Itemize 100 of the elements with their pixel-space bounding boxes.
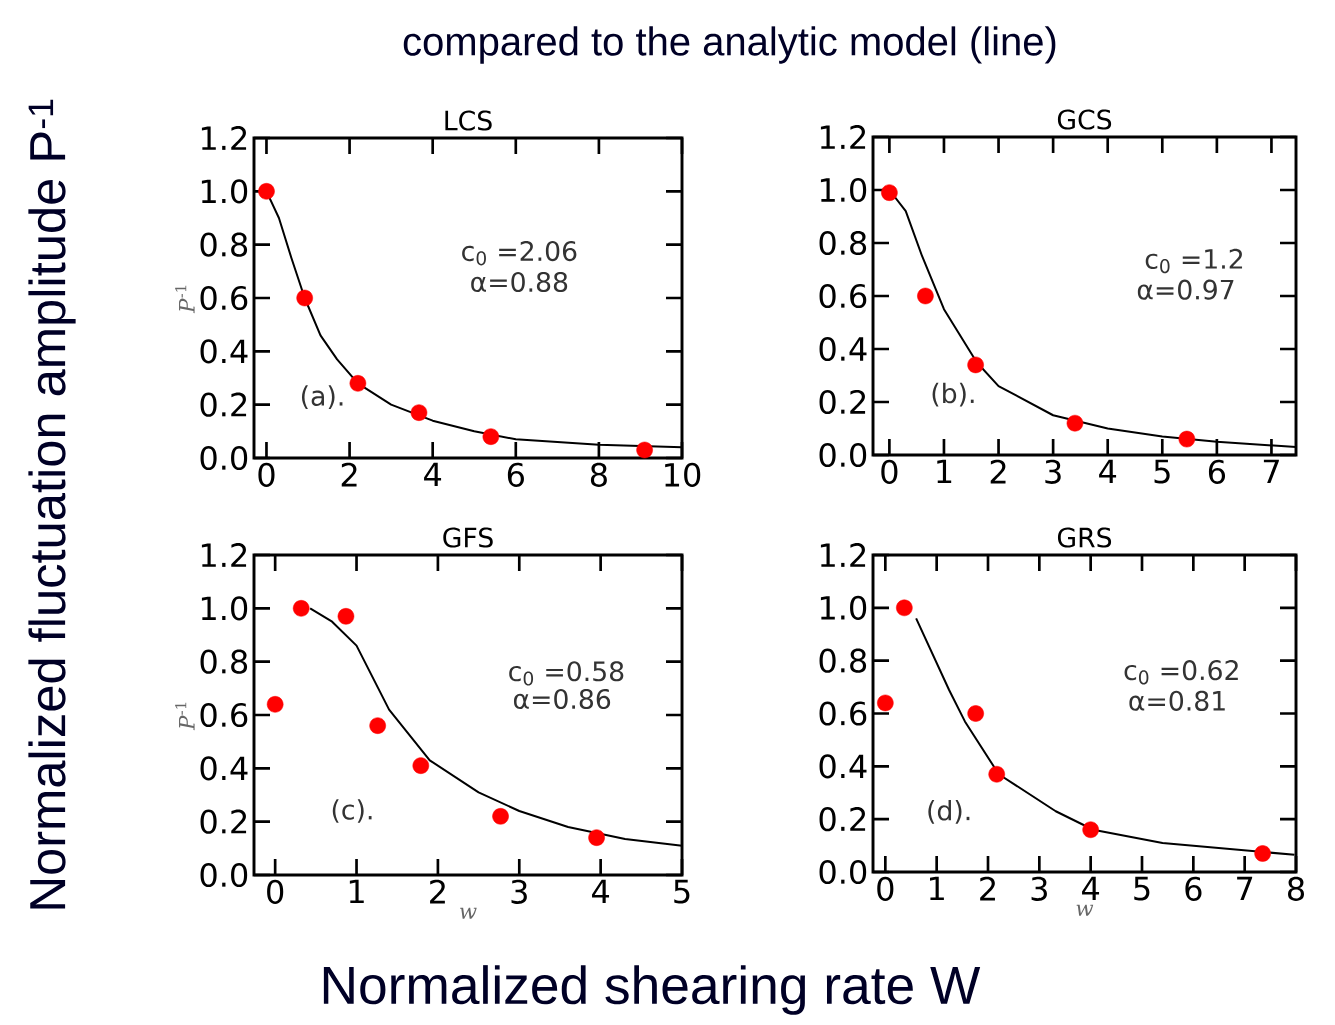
chart-title: GCS (1057, 109, 1112, 130)
y-tick-label: 0.2 (819, 807, 866, 832)
x-tick-label: 2 (430, 879, 445, 904)
point (369, 717, 386, 734)
x-tick-label: 4 (592, 879, 610, 904)
x-tick-label: 10 (665, 462, 701, 487)
x-tick-label: 3 (1045, 459, 1061, 484)
x-tick-label: 1 (937, 459, 952, 484)
x-tick-label: 0 (877, 876, 894, 901)
point (337, 608, 355, 625)
annotation: c$_{0}$ =0.58 (509, 661, 624, 686)
y-tick-label: 0.4 (819, 754, 867, 779)
x-tick-label: 6 (1208, 459, 1226, 484)
point (349, 375, 367, 392)
point (881, 184, 898, 201)
y-tick-label: 1.2 (820, 125, 866, 149)
y-tick-label: 0.6 (200, 702, 248, 728)
annotation: c$_{0}$ =1.2 (1145, 248, 1243, 274)
x-tick-label: 2 (980, 876, 995, 901)
y-tick-label: 1.0 (201, 596, 248, 621)
annotation: (c). (332, 799, 372, 823)
x-tick-label: 7 (1263, 459, 1279, 484)
y-tick-label: 0.4 (200, 339, 248, 364)
y-tick-label: 1.0 (820, 595, 867, 620)
annotation: c$_{0}$ =2.06 (462, 241, 577, 266)
y-tick-label: 1.0 (820, 177, 867, 203)
y-tick-label: 0.2 (200, 392, 247, 417)
y-tick-label: 0.0 (200, 862, 248, 888)
point (636, 441, 653, 459)
text: Normalized fluctuation amplitude P$^{-1}$ (28, 99, 76, 909)
annotation: α=0.88 (471, 271, 568, 293)
y-tick-label: 0.6 (819, 283, 867, 309)
x-tick-label: 1 (349, 879, 364, 904)
y-tick-label: 0.8 (200, 649, 248, 674)
chart-title: LCS (445, 110, 492, 131)
x-tick-label: 8 (1288, 876, 1304, 901)
y-tick-label: 0.0 (819, 859, 867, 885)
y-tick-label: 0.6 (200, 285, 248, 311)
point (292, 600, 310, 617)
point (492, 808, 509, 825)
y-tick-label: 1.2 (201, 126, 247, 150)
x-tick-label: 4 (424, 462, 442, 487)
chart-title: GRS (1057, 527, 1112, 548)
y-tick-label: 0.4 (819, 336, 867, 362)
x-tick-label: 6 (507, 462, 524, 487)
x-tick-label: 5 (1154, 459, 1170, 484)
point (877, 694, 894, 712)
point (967, 356, 984, 374)
x-tick-label: 0 (267, 879, 284, 904)
y-tick-label: 0.8 (819, 230, 867, 256)
annotation: c$_{0}$ =0.62 (1124, 660, 1238, 685)
point (917, 287, 934, 305)
point (1178, 430, 1196, 448)
point (258, 183, 275, 200)
chart-title: GFS (443, 527, 493, 548)
x-tick-label: 8 (590, 462, 607, 487)
y-axis-title: P$^{-1}$ (175, 285, 195, 314)
point (1082, 821, 1099, 838)
point (1254, 845, 1271, 862)
annotation: (b). (932, 382, 974, 407)
x-tick-label: 5 (1134, 876, 1150, 901)
annotation: (a). (301, 385, 343, 410)
y-tick-label: 0.0 (819, 442, 867, 468)
annotation: α=0.86 (513, 688, 611, 710)
x-tick-label: 3 (511, 879, 527, 904)
point (296, 289, 313, 307)
x-tick-label: 7 (1237, 876, 1253, 901)
point (588, 829, 605, 846)
annotation: α=0.81 (1129, 690, 1225, 711)
text: compared to the analytic model (line) (403, 26, 1056, 64)
point (896, 599, 913, 617)
x-tick-label: 1 (930, 876, 944, 901)
x-axis-title: w (460, 907, 477, 919)
y-tick-label: 0.4 (200, 756, 248, 781)
x-tick-label: 2 (990, 459, 1006, 484)
point (1066, 414, 1084, 432)
x-tick-label: 0 (881, 459, 898, 484)
x-tick-label: 5 (674, 879, 690, 904)
point (988, 765, 1005, 783)
point (967, 705, 984, 722)
y-axis-title: P$^{-1}$ (175, 702, 195, 731)
x-tick-label: 4 (1099, 459, 1117, 484)
y-tick-label: 1.0 (201, 179, 248, 204)
x-tick-label: 2 (341, 462, 357, 487)
annotation: α=0.97 (1137, 279, 1234, 300)
point (410, 404, 428, 421)
y-tick-label: 0.6 (819, 701, 867, 726)
x-tick-label: 3 (1031, 876, 1047, 901)
annotation: (d). (928, 799, 970, 824)
x-tick-label: 4 (1082, 876, 1100, 901)
y-tick-label: 0.8 (819, 648, 867, 673)
x-tick-label: 0 (258, 462, 275, 487)
y-tick-label: 0.2 (819, 389, 866, 415)
text: Normalized shearing rate W (323, 965, 981, 1015)
y-tick-label: 0.8 (200, 232, 248, 257)
point (412, 757, 430, 774)
y-tick-label: 1.2 (820, 543, 866, 567)
y-tick-label: 0.2 (200, 809, 247, 834)
point (266, 696, 284, 713)
x-axis-title: w (1076, 904, 1094, 916)
